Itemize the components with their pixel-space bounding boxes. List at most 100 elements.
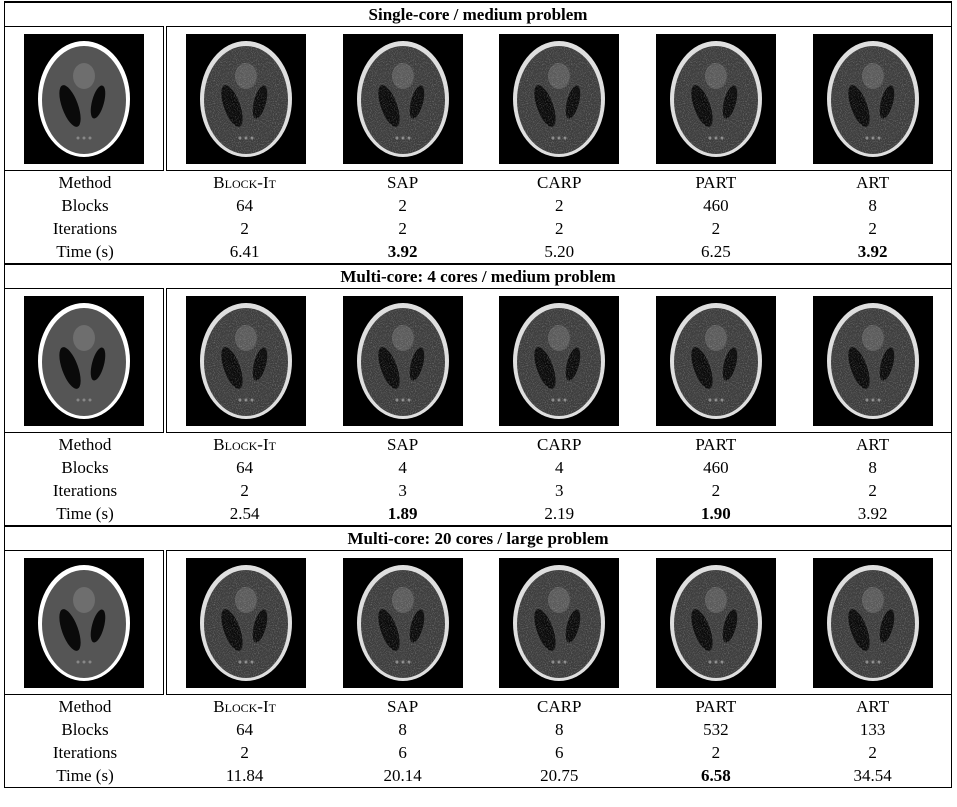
cell: ART (794, 695, 951, 719)
phantom-image (499, 296, 619, 426)
phantom-image (499, 34, 619, 164)
row-label: Blocks (5, 718, 166, 741)
image-cell (324, 551, 481, 695)
row-label: Blocks (5, 456, 166, 479)
cell: 20.14 (324, 764, 481, 788)
cell: 2.19 (481, 502, 638, 526)
cell: CARP (481, 171, 638, 195)
cell: 2 (481, 217, 638, 240)
cell: 8 (794, 194, 951, 217)
cell: 20.75 (481, 764, 638, 788)
phantom-image (656, 34, 776, 164)
row-label: Method (5, 171, 166, 195)
cell: 11.84 (165, 764, 324, 788)
phantom-image (343, 34, 463, 164)
page: {"sections": [ {"title": "Single-core / … (0, 0, 957, 807)
cell: 3.92 (794, 502, 951, 526)
phantom-image (186, 558, 306, 688)
image-cell (481, 27, 638, 171)
row-label: Iterations (5, 217, 166, 240)
cell: 64 (165, 194, 324, 217)
cell: CARP (481, 695, 638, 719)
cell: 6.41 (165, 240, 324, 264)
cell: Block-It (165, 433, 324, 457)
phantom-image (24, 34, 144, 164)
image-row (5, 27, 952, 171)
cell: 4 (481, 456, 638, 479)
cell: 460 (638, 456, 795, 479)
results-table: Single-core / medium problem (4, 1, 952, 788)
image-cell (794, 551, 951, 695)
cell: 2 (794, 479, 951, 502)
phantom-image (343, 296, 463, 426)
cell: 1.89 (324, 502, 481, 526)
cell: 133 (794, 718, 951, 741)
cell: CARP (481, 433, 638, 457)
image-cell (481, 551, 638, 695)
cell: 34.54 (794, 764, 951, 788)
cell: Block-It (165, 695, 324, 719)
cell: 2 (165, 479, 324, 502)
cell: SAP (324, 695, 481, 719)
cell: 2 (165, 741, 324, 764)
row-label: Method (5, 695, 166, 719)
image-cell (5, 289, 166, 433)
phantom-image (24, 558, 144, 688)
cell: PART (638, 171, 795, 195)
cell: SAP (324, 433, 481, 457)
phantom-image (656, 558, 776, 688)
phantom-image (24, 296, 144, 426)
cell: 8 (481, 718, 638, 741)
cell: 2 (638, 479, 795, 502)
cell: 2 (481, 194, 638, 217)
phantom-image (656, 296, 776, 426)
cell: 3.92 (324, 240, 481, 264)
image-cell (481, 289, 638, 433)
image-cell (324, 27, 481, 171)
cell: 2 (638, 741, 795, 764)
cell: 4 (324, 456, 481, 479)
cell: 6.25 (638, 240, 795, 264)
phantom-image (499, 558, 619, 688)
cell: Block-It (165, 171, 324, 195)
section-title-row: Multi-core: 4 cores / medium problem (5, 264, 952, 289)
cell: 8 (794, 456, 951, 479)
image-cell (794, 27, 951, 171)
image-cell (165, 289, 324, 433)
cell: 5.20 (481, 240, 638, 264)
cell: 3 (324, 479, 481, 502)
cell: 3 (481, 479, 638, 502)
row-label: Blocks (5, 194, 166, 217)
row-label: Time (s) (5, 764, 166, 788)
image-cell (638, 27, 795, 171)
cell: PART (638, 433, 795, 457)
row-label: Time (s) (5, 502, 166, 526)
section-title: Multi-core: 20 cores / large problem (5, 526, 952, 551)
cell: PART (638, 695, 795, 719)
phantom-image (813, 34, 933, 164)
cell: 2 (324, 217, 481, 240)
cell: 3.92 (794, 240, 951, 264)
row-label: Iterations (5, 479, 166, 502)
cell: 2 (324, 194, 481, 217)
image-cell (324, 289, 481, 433)
image-cell (5, 27, 166, 171)
cell: SAP (324, 171, 481, 195)
cell: 2 (794, 217, 951, 240)
section-title-row: Multi-core: 20 cores / large problem (5, 526, 952, 551)
cell: 6.58 (638, 764, 795, 788)
phantom-image (813, 558, 933, 688)
row-label: Method (5, 433, 166, 457)
